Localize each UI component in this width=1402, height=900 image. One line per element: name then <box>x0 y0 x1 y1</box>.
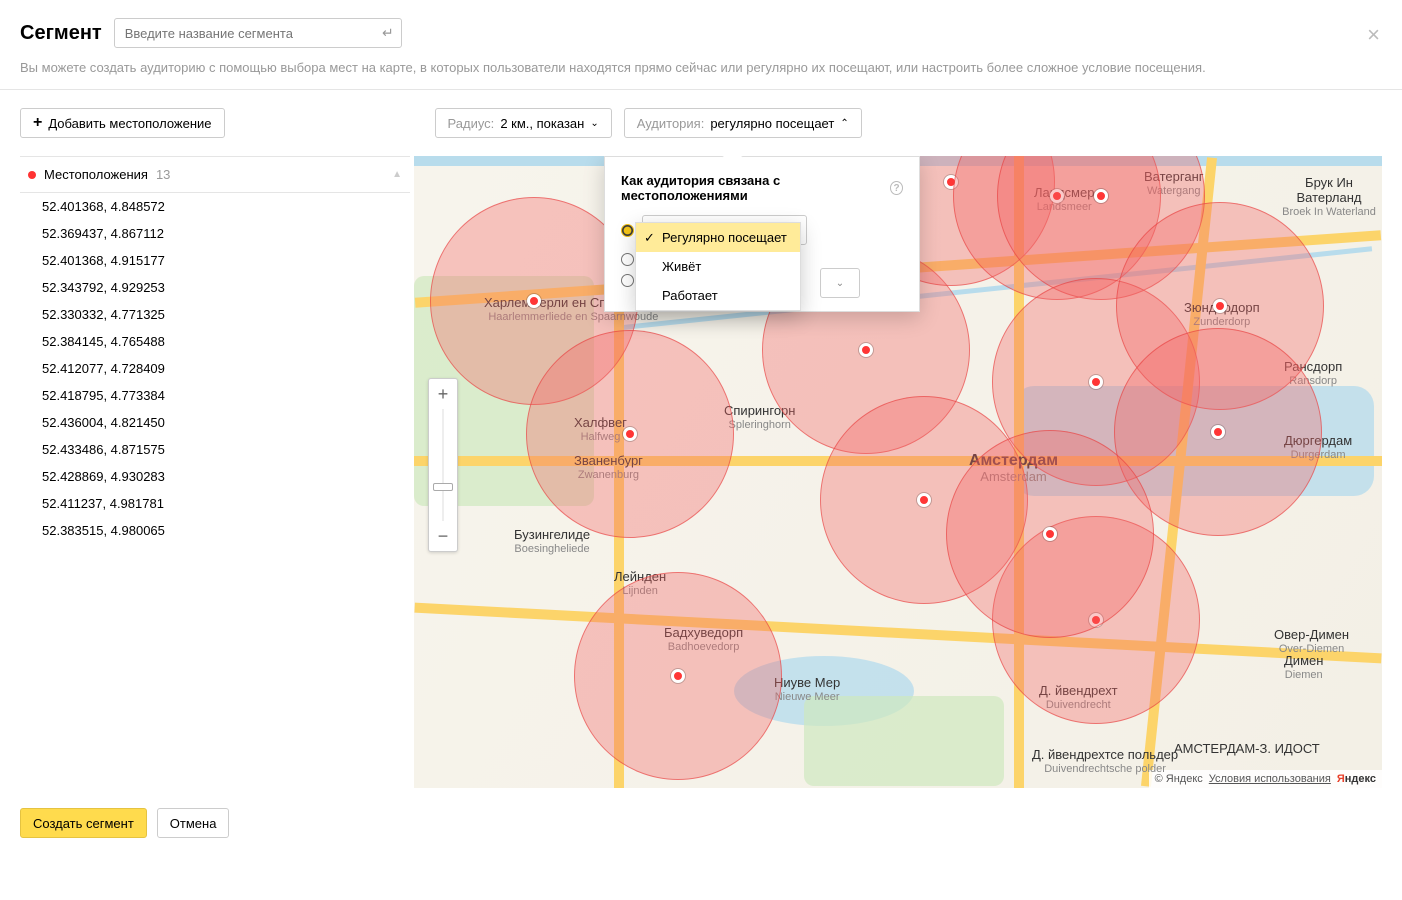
close-icon[interactable]: × <box>1367 22 1380 48</box>
list-item[interactable]: 52.436004, 4.821450 <box>20 409 410 436</box>
locations-sidebar: Местоположения 13 ▲ 52.401368, 4.8485725… <box>20 156 410 788</box>
help-icon[interactable]: ? <box>890 181 903 195</box>
sort-icon[interactable]: ▲ <box>392 169 402 180</box>
radius-value: 2 км., показан <box>500 116 584 131</box>
map-city-label: Брук Ин ВатерландBroek In Waterland <box>1276 176 1382 219</box>
dd-option-lives[interactable]: Живёт <box>636 252 800 281</box>
list-item[interactable]: 52.433486, 4.871575 <box>20 436 410 463</box>
locations-header[interactable]: Местоположения 13 ▲ <box>20 157 410 193</box>
location-marker-icon <box>28 171 36 179</box>
map-city-label: Д. йвендрехтсе польдерDuivendrechtsche p… <box>1032 748 1178 776</box>
location-pin[interactable] <box>623 427 637 441</box>
segment-title: Сегмент <box>20 22 102 45</box>
location-pin[interactable] <box>917 493 931 507</box>
period-dropdown-fragment[interactable]: ⌄ <box>820 268 860 298</box>
location-pin[interactable] <box>671 669 685 683</box>
map-city-label: АМСТЕРДАМ-З. ИДОСТ <box>1174 742 1320 757</box>
list-item[interactable]: 52.418795, 4.773384 <box>20 382 410 409</box>
radio-option-2[interactable] <box>621 253 634 266</box>
radio-option-3[interactable] <box>621 274 634 287</box>
list-item[interactable]: 52.384145, 4.765488 <box>20 328 410 355</box>
add-location-button[interactable]: + Добавить местоположение <box>20 108 225 138</box>
audience-value: регулярно посещает <box>710 116 834 131</box>
locations-count: 13 <box>156 167 170 182</box>
list-item[interactable]: 52.411237, 4.981781 <box>20 490 410 517</box>
zoom-slider[interactable] <box>429 409 457 521</box>
list-item[interactable]: 52.383515, 4.980065 <box>20 517 410 544</box>
map-canvas[interactable]: + − Как аудитория связана с местоположен… <box>414 156 1382 788</box>
location-pin[interactable] <box>1211 425 1225 439</box>
location-pin[interactable] <box>1043 527 1057 541</box>
terms-link[interactable]: Условия использования <box>1209 773 1331 785</box>
location-pin[interactable] <box>1094 189 1108 203</box>
segment-name-input[interactable] <box>114 18 402 48</box>
cancel-button[interactable]: Отмена <box>157 808 230 838</box>
radio-regular[interactable] <box>621 224 634 237</box>
locations-header-label: Местоположения <box>44 167 148 182</box>
radius-label: Радиус: <box>448 116 495 131</box>
dd-option-regular[interactable]: Регулярно посещает <box>636 223 800 252</box>
map-city-label: Овер-ДименOver-Diemen <box>1274 628 1349 656</box>
locations-list: 52.401368, 4.84857252.369437, 4.86711252… <box>20 193 410 544</box>
yandex-logo: Яндекс <box>1337 773 1376 785</box>
audience-label: Аудитория: <box>637 116 705 131</box>
popover-title: Как аудитория связана с местоположениями <box>621 173 884 203</box>
map-city-label: БузингелидеBoesingheliede <box>514 528 590 556</box>
plus-icon: + <box>33 114 42 132</box>
zoom-handle[interactable] <box>433 483 453 491</box>
audience-popover: Как аудитория связана с местоположениями… <box>604 156 920 312</box>
add-location-label: Добавить местоположение <box>48 116 211 131</box>
list-item[interactable]: 52.401368, 4.915177 <box>20 247 410 274</box>
location-pin[interactable] <box>1213 299 1227 313</box>
chevron-down-icon: ⌄ <box>836 278 844 289</box>
list-item[interactable]: 52.330332, 4.771325 <box>20 301 410 328</box>
chevron-up-icon: ⌃ <box>840 118 848 129</box>
list-item[interactable]: 52.428869, 4.930283 <box>20 463 410 490</box>
enter-icon: ↵ <box>382 25 394 42</box>
audience-dropdown[interactable]: Аудитория: регулярно посещает ⌃ <box>624 108 862 138</box>
regular-dropdown-menu: Регулярно посещает Живёт Работает <box>635 222 801 311</box>
location-pin[interactable] <box>527 294 541 308</box>
list-item[interactable]: 52.343792, 4.929253 <box>20 274 410 301</box>
create-segment-button[interactable]: Создать сегмент <box>20 808 147 838</box>
zoom-control: + − <box>428 378 458 552</box>
list-item[interactable]: 52.412077, 4.728409 <box>20 355 410 382</box>
zoom-out-button[interactable]: − <box>429 521 457 551</box>
location-pin[interactable] <box>859 343 873 357</box>
map-attribution: © Яндекс Условия использования Яндекс <box>1149 770 1382 788</box>
list-item[interactable]: 52.401368, 4.848572 <box>20 193 410 220</box>
map-city-label: ДименDiemen <box>1284 654 1323 682</box>
description-text: Вы можете создать аудиторию с помощью вы… <box>0 60 1402 90</box>
dd-option-works[interactable]: Работает <box>636 281 800 310</box>
list-item[interactable]: 52.369437, 4.867112 <box>20 220 410 247</box>
map-city-label: Ниуве МерNieuwe Meer <box>774 676 840 704</box>
radius-dropdown[interactable]: Радиус: 2 км., показан ⌄ <box>435 108 612 138</box>
location-pin[interactable] <box>1089 375 1103 389</box>
chevron-down-icon: ⌄ <box>590 118 598 129</box>
zoom-in-button[interactable]: + <box>429 379 457 409</box>
